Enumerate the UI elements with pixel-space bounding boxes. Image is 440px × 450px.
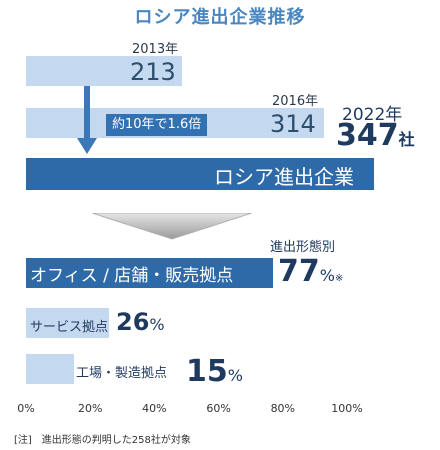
down-arrow-icon — [77, 86, 97, 154]
x-tick-label: 20% — [77, 402, 103, 415]
bar-2013 — [26, 56, 182, 86]
data-label-value: 15 — [186, 354, 228, 389]
unit-label: 社 — [398, 130, 415, 149]
x-tick-label: 0% — [17, 402, 35, 415]
value-2022: 347 — [336, 118, 399, 153]
value-2016: 314 — [270, 110, 316, 138]
x-tick-label: 100% — [331, 402, 363, 415]
total-bar-label: ロシア進出企業 — [214, 165, 354, 189]
category-label: サービス拠点 — [30, 320, 109, 335]
footnote: [注] 進出形態の判明した258社が対象 — [14, 435, 191, 446]
growth-note: 約10年で1.6倍 — [106, 114, 208, 136]
value-2013: 213 — [130, 58, 176, 86]
breakdown-heading: 進出形態別 — [270, 240, 336, 255]
data-label-value: 26 — [116, 308, 150, 336]
category-label: オフィス / 店舗・販売拠点 — [30, 266, 234, 286]
data-label: 77%※ — [278, 254, 343, 289]
asterisk-mark: ※ — [334, 273, 344, 284]
data-label: 15% — [186, 354, 243, 389]
value-2022-group: 347社 — [336, 118, 415, 153]
category-label: 工場・製造拠点 — [76, 366, 168, 381]
x-tick-label: 60% — [206, 402, 231, 415]
breakdown-bar — [26, 258, 274, 288]
data-label: 26% — [116, 308, 165, 336]
year-label-2022: 2022年 — [342, 105, 403, 125]
year-label-2016: 2016年 — [272, 94, 319, 109]
x-tick-label: 40% — [142, 402, 167, 415]
chart-title: ロシア進出企業推移 — [134, 7, 306, 28]
data-label-value: 77 — [278, 254, 320, 289]
data-label-unit: % — [319, 266, 335, 285]
breakdown-bar — [26, 308, 110, 338]
data-label-unit: % — [149, 315, 165, 334]
bar-2022-total — [26, 158, 374, 190]
data-label-unit: % — [227, 366, 243, 385]
funnel-triangle-icon — [92, 213, 252, 240]
breakdown-bar — [26, 354, 75, 384]
x-tick-label: 80% — [270, 402, 296, 415]
year-label-2013: 2013年 — [132, 42, 179, 57]
